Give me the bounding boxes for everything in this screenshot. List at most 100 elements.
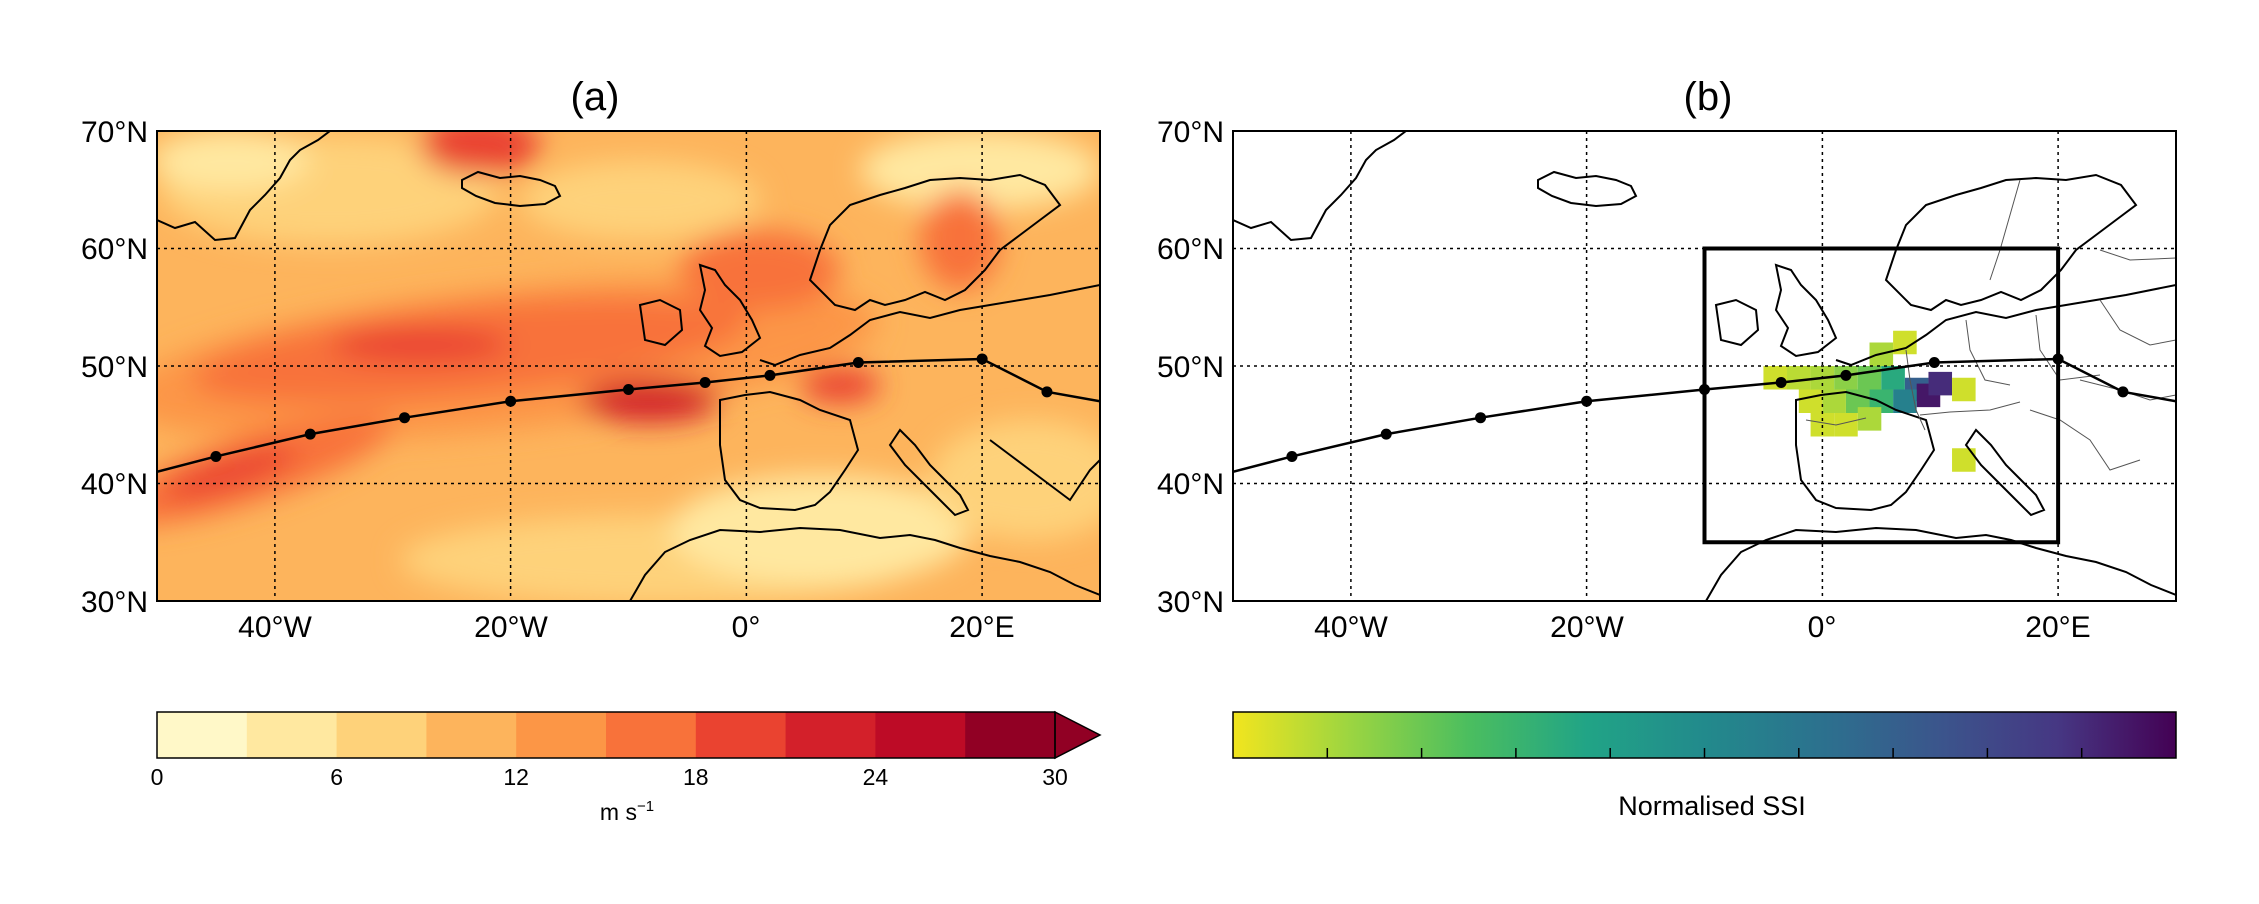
border-scandinavia <box>1989 179 2021 281</box>
panel-a-storm-track <box>157 353 1100 473</box>
panel-a-track-marker-2 <box>399 412 411 424</box>
ssi-cell-18 <box>1952 448 1976 472</box>
cbar-a-tick-12: 12 <box>503 764 529 790</box>
wind-band-lightest-ne <box>860 131 1100 210</box>
panel-a-track-marker-6 <box>764 369 776 381</box>
lon-label-b-40w: 40°W <box>1314 611 1388 644</box>
lon-label-b-20w: 20°W <box>1550 611 1624 644</box>
panel-a-track-marker-9 <box>1041 386 1053 398</box>
ssi-cell-13 <box>1798 389 1823 413</box>
cbar-a-tick-0: 0 <box>151 764 164 790</box>
panel-b-lat-labels: 70°N 60°N 50°N 40°N 30°N <box>1157 116 1224 619</box>
panel-a-track-line <box>157 357 1100 473</box>
panel-b-map-area <box>1233 131 2176 601</box>
panel-a-gridlines <box>157 131 1100 601</box>
panel-b-track-marker-2 <box>1475 412 1487 424</box>
ssi-cell-17 <box>1952 377 1976 402</box>
panel-b-storm-track <box>1233 353 2176 473</box>
panel-a-track-marker-1 <box>304 428 316 440</box>
panel-b-track-marker-9 <box>2117 386 2129 398</box>
ssi-cell-12 <box>1822 389 1846 413</box>
ssi-cell-19 <box>1857 407 1882 431</box>
border-france-germany <box>1905 349 1926 431</box>
jet-core-mid <box>330 327 510 363</box>
colorbar-a-unit-base: m s <box>600 799 637 825</box>
italy-coast-b <box>1964 428 2046 517</box>
border-poland <box>2035 314 2101 381</box>
colorbar-a-segment-2 <box>336 712 427 758</box>
panel-a-track-marker-0 <box>210 450 222 462</box>
ssi-cell-20 <box>1810 413 1835 437</box>
wind-field <box>157 131 1100 601</box>
panel-b-lon-labels: 40°W 20°W 0° 20°E <box>1314 611 2091 644</box>
colorbar-a-segment-3 <box>426 712 517 758</box>
ssi-cell-16 <box>1893 330 1917 355</box>
lon-label-b-0: 0° <box>1808 611 1837 644</box>
africa-coast <box>629 526 1100 601</box>
uk-coast-b <box>1774 263 1838 358</box>
border-alps <box>1919 401 2021 416</box>
lat-label-b-60: 60°N <box>1157 233 1224 266</box>
colorbar-a: 0 6 12 18 24 30 m s−1 <box>151 710 1102 825</box>
colorbar-a-unit: m s−1 <box>600 798 654 825</box>
lat-label-b-30: 30°N <box>1157 586 1224 619</box>
border-france-spain <box>1805 417 1867 426</box>
iceland-coast-b <box>1537 170 1638 208</box>
panel-a-lon-labels: 40°W 20°W 0° 20°E <box>238 611 1015 644</box>
ireland-coast-b <box>1714 298 1760 347</box>
iberia-coast <box>719 390 860 512</box>
border-baltic <box>2099 249 2176 261</box>
scandinavia-coast <box>808 173 1062 312</box>
lon-label-20e: 20°E <box>949 611 1014 644</box>
colorbar-a-segment-4 <box>516 712 607 758</box>
europe-coast <box>759 284 1100 367</box>
panel-b-track-marker-5 <box>1775 376 1787 388</box>
panel-a: (a) <box>81 75 1101 644</box>
colorbar-a-segment-9 <box>965 712 1056 758</box>
lat-label-30: 30°N <box>81 586 148 619</box>
panel-b-frame <box>1232 130 2177 602</box>
ssi-cell-5 <box>1881 366 1905 390</box>
colorbar-a-segment-8 <box>875 712 966 758</box>
colorbar-a-segment-7 <box>785 712 876 758</box>
europe-coast-b <box>1835 284 2176 367</box>
panel-b-track-marker-0 <box>1286 450 1298 462</box>
colorbar-b-label: Normalised SSI <box>1618 791 1806 821</box>
greenland-coast-b <box>1233 131 1407 242</box>
analysis-domain-box <box>1702 246 2061 545</box>
lon-label-20w: 20°W <box>474 611 548 644</box>
ssi-cell-1 <box>1787 366 1811 390</box>
balkans-coast <box>989 439 1100 502</box>
border-germany-east <box>1965 319 2011 386</box>
panel-b-track-marker-3 <box>1581 395 1593 407</box>
panel-a-track-marker-3 <box>505 395 517 407</box>
ssi-cell-8 <box>1928 371 1953 396</box>
baltic-max <box>920 190 1000 290</box>
ssi-cell-14 <box>1834 413 1858 437</box>
panel-b-borders <box>1805 179 2176 471</box>
panel-a-lat-labels: 70°N 60°N 50°N 40°N 30°N <box>81 116 148 619</box>
colorbar-a-segments <box>157 712 1056 758</box>
north-sea-max <box>680 230 840 310</box>
wind-band-lightest-nw <box>157 131 310 190</box>
greenland-coast <box>157 131 331 242</box>
italy-coast <box>888 428 970 517</box>
lat-label-60: 60°N <box>81 233 148 266</box>
iceland-coast <box>461 170 562 208</box>
panel-a-coastlines <box>157 131 1100 601</box>
colorbar-a-unit-exponent: −1 <box>637 798 654 815</box>
panel-b: (b) <box>1157 75 2177 644</box>
iceland-max <box>420 131 540 175</box>
border-balkans <box>2029 409 2141 471</box>
colorbar-a-segment-1 <box>246 712 338 758</box>
biscay-max <box>800 367 880 403</box>
colorbar-b: Normalised SSI <box>1232 711 2177 821</box>
panel-a-map-area <box>157 131 1100 601</box>
lon-label-b-20e: 20°E <box>2025 611 2090 644</box>
colorbar-a-ticks: 0 6 12 18 24 30 <box>151 764 1068 790</box>
panel-a-track-marker-7 <box>852 356 864 368</box>
jet-core-east <box>580 378 720 422</box>
lat-label-50: 50°N <box>81 351 148 384</box>
lat-label-40: 40°N <box>81 468 148 501</box>
